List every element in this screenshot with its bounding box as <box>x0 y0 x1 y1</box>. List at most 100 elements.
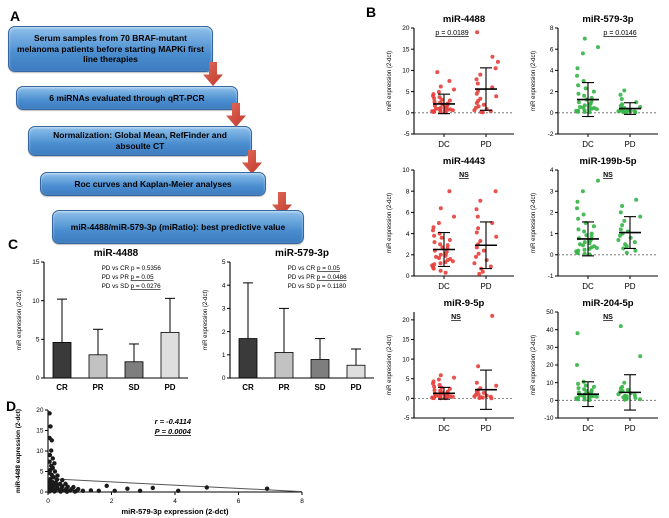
svg-text:PD vs PR p = 0.05: PD vs PR p = 0.05 <box>102 274 154 281</box>
svg-text:miR-4443: miR-4443 <box>443 156 485 167</box>
panel-a-label: A <box>10 8 21 24</box>
flow-step-1: Serum samples from 70 BRAF-mutant melano… <box>8 26 213 72</box>
chart-mir-4443-dotplot: miR-4443 0 2 4 6 8 10 DC PD NS miR expression (2-d… <box>384 154 524 294</box>
chart-mir-579-3p-dotplot: miR-579-3p -2 0 2 4 6 8 DC PD p = 0.0146 miR expre… <box>528 12 668 152</box>
svg-text:0: 0 <box>550 252 554 259</box>
svg-text:5: 5 <box>40 469 44 476</box>
svg-text:DC: DC <box>438 282 450 291</box>
svg-text:5: 5 <box>222 259 226 266</box>
svg-text:5: 5 <box>406 89 410 96</box>
svg-text:p = 0.0189: p = 0.0189 <box>435 30 468 37</box>
svg-text:4: 4 <box>550 167 554 174</box>
svg-text:PD vs SD p = 0.1180: PD vs SD p = 0.1180 <box>288 283 347 290</box>
chart-correlation-scatter: 0 5 10 15 20 0 2 4 6 8 r = -0.4114 P = 0.0004 miR-57… <box>12 402 314 516</box>
svg-text:8: 8 <box>300 498 304 505</box>
svg-text:PR: PR <box>92 383 103 392</box>
svg-text:0: 0 <box>406 110 410 117</box>
svg-text:miR expression (2-dct): miR expression (2-dct) <box>531 193 537 253</box>
svg-text:NS: NS <box>451 314 461 321</box>
svg-text:2: 2 <box>550 89 554 96</box>
svg-text:miR expression (2-dct): miR expression (2-dct) <box>17 290 23 350</box>
svg-text:4: 4 <box>173 498 177 505</box>
svg-text:DC: DC <box>438 424 450 433</box>
svg-text:20: 20 <box>546 362 554 369</box>
svg-text:6: 6 <box>237 498 241 505</box>
flow-step-4: Roc curves and Kaplan-Meier analyses <box>40 172 266 196</box>
chart-mir-579-3p-bars: miR-579-3p 0 1 2 3 4 5 CR PR SD PD PD vs CR p = 0.0… <box>200 246 380 394</box>
svg-text:PD: PD <box>480 140 491 149</box>
svg-text:0: 0 <box>550 398 554 405</box>
chart-svg-miR-4488: miR-4488 0 5 10 15 CR PR SD PD PD vs CR p = 0.535… <box>17 248 188 392</box>
chart-mir-9-5p-dotplot: miR-9-5p -5 0 5 10 15 20 DC PD NS miR expression (… <box>384 296 524 436</box>
svg-text:-5: -5 <box>404 415 410 422</box>
svg-text:miR expression (2-dct): miR expression (2-dct) <box>387 193 393 253</box>
svg-text:15: 15 <box>402 46 410 53</box>
flow-step-5: miR-4488/miR-579-3p (miRatio): best pred… <box>52 210 304 244</box>
svg-text:4: 4 <box>222 282 226 289</box>
svg-text:NS: NS <box>459 172 469 179</box>
svg-text:P = 0.0004: P = 0.0004 <box>155 427 192 436</box>
svg-text:10: 10 <box>546 380 554 387</box>
svg-text:30: 30 <box>546 345 554 352</box>
svg-text:p = 0.0146: p = 0.0146 <box>603 30 636 37</box>
svg-text:PD: PD <box>480 282 491 291</box>
svg-text:-5: -5 <box>404 131 410 138</box>
svg-text:0: 0 <box>406 396 410 403</box>
svg-text:0: 0 <box>36 375 40 382</box>
svg-text:0: 0 <box>222 375 226 382</box>
svg-text:DC: DC <box>582 282 594 291</box>
svg-text:5: 5 <box>36 337 40 344</box>
svg-text:CR: CR <box>242 383 254 392</box>
svg-text:miR-4488: miR-4488 <box>94 248 139 259</box>
svg-text:miR-579-3p: miR-579-3p <box>275 248 329 259</box>
svg-text:40: 40 <box>546 327 554 334</box>
svg-text:miR-9-5p: miR-9-5p <box>444 298 485 309</box>
chart-svg-miR-4443: miR-4443 0 2 4 6 8 10 DC PD NS miR expression (2-d… <box>387 156 514 291</box>
svg-text:10: 10 <box>32 298 40 305</box>
svg-text:miR expression (2-dct): miR expression (2-dct) <box>387 51 393 111</box>
svg-text:8: 8 <box>406 188 410 195</box>
svg-text:miR-579-3p expression (2-dct): miR-579-3p expression (2-dct) <box>121 507 229 516</box>
svg-text:0: 0 <box>406 273 410 280</box>
svg-text:0: 0 <box>46 498 50 505</box>
svg-text:r = -0.4114: r = -0.4114 <box>155 417 192 426</box>
svg-text:5: 5 <box>406 376 410 383</box>
svg-text:6: 6 <box>406 210 410 217</box>
svg-text:PD: PD <box>164 383 175 392</box>
svg-text:PD vs PR p = 0.0486: PD vs PR p = 0.0486 <box>288 274 347 281</box>
svg-text:miR expression (2-dct): miR expression (2-dct) <box>531 51 537 111</box>
svg-text:20: 20 <box>402 25 410 32</box>
svg-text:PD: PD <box>624 282 635 291</box>
svg-text:PD: PD <box>624 140 635 149</box>
svg-text:10: 10 <box>402 68 410 75</box>
svg-text:-10: -10 <box>544 415 554 422</box>
chart-svg-miR-579-3p: miR-579-3p 0 1 2 3 4 5 CR PR SD PD PD vs CR p = 0.0… <box>203 248 374 392</box>
svg-text:4: 4 <box>550 68 554 75</box>
svg-text:CR: CR <box>56 383 68 392</box>
svg-text:DC: DC <box>582 424 594 433</box>
svg-text:2: 2 <box>222 329 226 336</box>
svg-text:50: 50 <box>546 309 554 316</box>
svg-text:PR: PR <box>278 383 289 392</box>
chart-mir-4488-bars: miR-4488 0 5 10 15 CR PR SD PD PD vs CR p = 0.535… <box>14 246 194 394</box>
svg-text:6: 6 <box>550 46 554 53</box>
svg-text:miR expression (2-dct): miR expression (2-dct) <box>203 290 209 350</box>
svg-text:15: 15 <box>36 428 44 435</box>
chart-svg-miR-199b-5p: miR-199b-5p -1 0 1 2 3 4 DC PD NS miR expression (… <box>531 156 658 291</box>
svg-text:miR-199b-5p: miR-199b-5p <box>579 156 636 167</box>
svg-text:15: 15 <box>402 337 410 344</box>
svg-text:4: 4 <box>406 231 410 238</box>
chart-svg-miR-579-3p: miR-579-3p -2 0 2 4 6 8 DC PD p = 0.0146 miR expre… <box>531 14 658 149</box>
svg-text:2: 2 <box>110 498 114 505</box>
svg-text:SD: SD <box>314 383 325 392</box>
svg-text:2: 2 <box>550 210 554 217</box>
svg-text:2: 2 <box>406 252 410 259</box>
svg-text:10: 10 <box>36 448 44 455</box>
svg-text:1: 1 <box>550 231 554 238</box>
svg-text:PD vs SD p = 0.0276: PD vs SD p = 0.0276 <box>102 283 161 290</box>
svg-text:PD: PD <box>624 424 635 433</box>
svg-text:NS: NS <box>603 314 613 321</box>
svg-text:-2: -2 <box>548 131 554 138</box>
chart-mir-199b-5p-dotplot: miR-199b-5p -1 0 1 2 3 4 DC PD NS miR expression (… <box>528 154 668 294</box>
